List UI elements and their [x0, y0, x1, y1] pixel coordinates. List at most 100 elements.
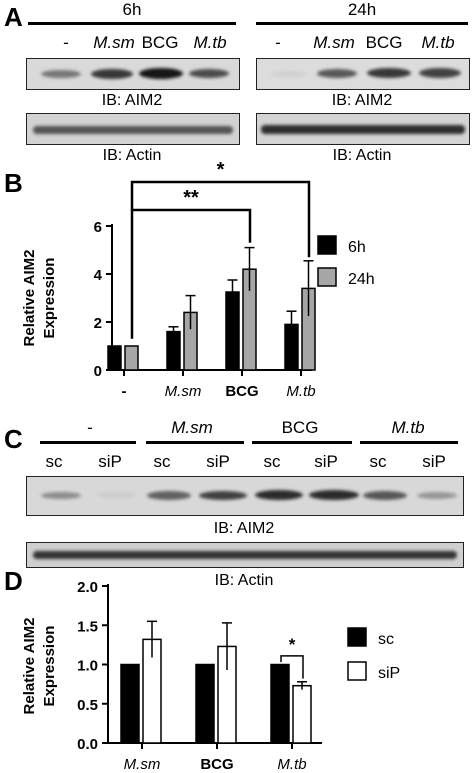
legend-label: 6h [348, 239, 366, 256]
panel-c-divider [360, 441, 458, 444]
legend-swatch [347, 661, 367, 681]
panel-a-ib-aim2-24h: IB: AIM2 [331, 92, 393, 109]
y-tick-label: 0.0 [77, 736, 98, 753]
significance-bracket [130, 180, 311, 258]
blot-band [33, 551, 457, 559]
x-tick-label: M.tb [277, 756, 306, 773]
legend-swatch [317, 267, 337, 287]
panel-a-lane-label: M.sm [313, 33, 355, 52]
y-tick-label: 1.0 [77, 658, 98, 675]
panel-a-lane-label: - [63, 33, 69, 52]
panel-c-group-header: M.sm [171, 418, 213, 437]
blot-band [189, 69, 229, 78]
panel-c-group-header: M.tb [391, 418, 425, 437]
significance-label: * [217, 160, 225, 181]
panel-c-divider [146, 441, 244, 444]
panel-a-6h-divider [28, 22, 236, 25]
panel-a-letter: A [4, 2, 23, 32]
y-axis-label: Relative AIM2 [21, 250, 38, 347]
blot-band [261, 125, 465, 134]
x-tick-label: M.sm [165, 383, 202, 400]
panel-a-24h-header: 24h [347, 0, 377, 19]
bar [124, 345, 139, 371]
legend-label: sc [378, 631, 394, 648]
legend-label: 24h [348, 271, 375, 288]
significance-label: ** [183, 187, 199, 209]
panel-c-divider [40, 441, 136, 444]
blot-band [147, 491, 191, 500]
y-tick-label: 4 [94, 267, 103, 284]
y-axis-label: Relative AIM2 [21, 618, 38, 715]
panel-a-6h-header: 6h [122, 0, 142, 19]
panel-a-lane-label: M.sm [93, 33, 135, 52]
significance-bracket [130, 208, 252, 339]
panel-a-ib-actin-24h: IB: Actin [332, 147, 392, 164]
panel-a-lane-label: BCG [365, 33, 403, 52]
x-tick-label: - [122, 383, 127, 400]
panel-b-letter: B [4, 168, 23, 198]
panel-c-lane-label: sc [263, 452, 281, 471]
panel-a-actin-blot-6h [26, 113, 240, 145]
blot-band [309, 490, 359, 500]
bar [195, 663, 215, 744]
y-tick-label: 0.5 [77, 697, 98, 714]
panel-a-24h-divider [256, 22, 468, 25]
panel-a-lane-label: M.tb [193, 33, 227, 52]
x-tick-label: BCG [225, 383, 258, 400]
significance-bracket [280, 655, 304, 679]
x-tick-label: M.tb [286, 383, 315, 400]
panel-c-group-header: BCG [281, 418, 319, 437]
panel-a-ib-aim2-6h: IB: AIM2 [101, 92, 163, 109]
panel-d-chart: 0.0 0.5 1.0 1.5 2.0 Relative AIM2 Expression M.… [21, 580, 400, 773]
blot-band [41, 492, 81, 499]
panel-a-ib-actin-6h: IB: Actin [102, 147, 162, 164]
panel-c-ib-actin: IB: Actin [214, 572, 274, 589]
y-tick-label: 2.0 [77, 580, 98, 596]
panel-d-letter: D [4, 566, 23, 596]
bar [292, 684, 312, 744]
panel-c-lane-label: siP [422, 452, 446, 471]
blot-band [139, 68, 183, 79]
x-tick-label: BCG [200, 756, 233, 773]
panel-a-lane-label: M.tb [421, 33, 455, 52]
legend-label: siP [378, 665, 400, 682]
panel-c-lane-label: siP [206, 452, 230, 471]
blot-band [91, 69, 133, 79]
legend-swatch [347, 627, 367, 647]
blot-band [363, 491, 407, 500]
y-tick-label: 6 [94, 219, 102, 236]
blot-band [41, 70, 81, 78]
bar [166, 330, 181, 371]
panel-a-lane-label: - [275, 33, 281, 52]
blot-band [33, 126, 233, 134]
panel-c-lane-label: siP [98, 452, 122, 471]
panel-a-lane-label: BCG [141, 33, 179, 52]
panel-c-letter: C [4, 424, 23, 454]
panel-c-actin-blot [26, 542, 464, 568]
y-axis-label: Expression [41, 258, 58, 339]
panel-c-aim2-blot [26, 476, 464, 516]
blot-band [199, 491, 247, 500]
blot-band [271, 71, 307, 77]
bar [270, 663, 290, 744]
blot-band [255, 490, 303, 500]
panel-c-lane-label: sc [153, 452, 171, 471]
blot-band [419, 68, 461, 78]
bar [107, 345, 122, 371]
panel-b-chart: 0 2 4 6 Relative AIM2 Expression - M.sm BCG M.tb 6… [21, 160, 375, 400]
panel-a-actin-blot-24h [256, 113, 470, 145]
panel-a-aim2-blot-6h [26, 58, 240, 90]
blot-band [97, 492, 137, 498]
y-tick-label: 1.5 [77, 618, 98, 635]
legend-swatch [317, 235, 337, 255]
blot-band [367, 68, 411, 78]
blot-band [417, 492, 457, 499]
panel-c-ib-aim2: IB: AIM2 [213, 520, 275, 537]
bar [120, 663, 140, 744]
panel-c-lane-label: sc [45, 452, 63, 471]
panel-c-lane-label: siP [314, 452, 338, 471]
significance-label: * [289, 635, 296, 654]
x-tick-label: M.sm [124, 756, 161, 773]
panel-c-lane-label: sc [369, 452, 387, 471]
y-tick-label: 2 [94, 315, 102, 332]
